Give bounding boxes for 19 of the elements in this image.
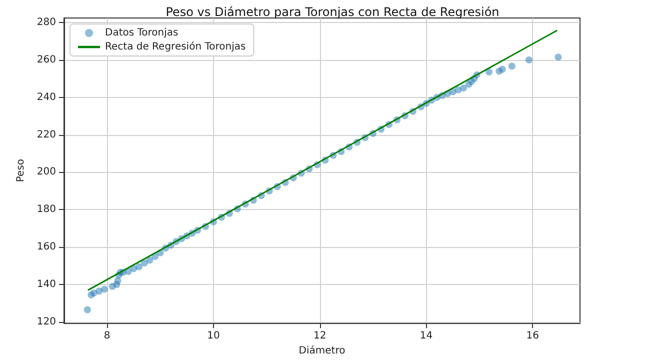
y-tick-label: 220 [36,129,56,140]
x-axis-title: Diámetro [298,346,346,356]
y-tick-label: 240 [36,92,56,103]
x-tick-label: 8 [104,330,110,342]
y-tick-label: 180 [36,204,56,216]
y-tick-label: 200 [36,166,56,178]
legend-label: Recta de Regresión Toronjas [105,42,246,52]
x-tick-label: 14 [420,330,433,342]
x-tick-label: 12 [314,330,326,342]
y-tick-label: 120 [36,316,56,328]
y-tick-label: 260 [36,54,56,66]
x-tick-label: 16 [526,330,540,342]
y-tick-label: 160 [36,242,56,253]
y-tick-label: 280 [36,16,56,28]
y-tick-label: 140 [36,279,56,290]
legend-label: Datos Toronjas [105,28,178,38]
chart-title: Peso vs Diámetro para Toronjas con Recta de Regresión [166,5,500,19]
x-tick-label: 10 [207,330,220,342]
y-axis-title: Peso [16,158,27,182]
